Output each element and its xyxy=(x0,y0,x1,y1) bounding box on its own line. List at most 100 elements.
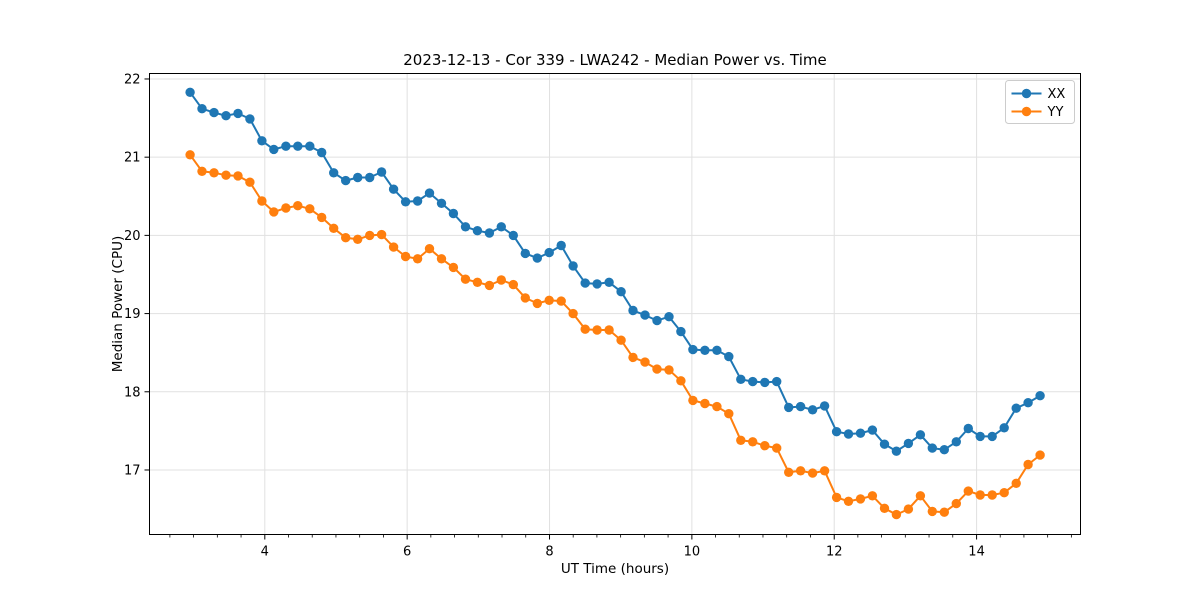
data-point xyxy=(293,141,303,151)
data-point xyxy=(221,170,231,180)
data-point xyxy=(209,168,219,178)
data-point xyxy=(855,428,866,438)
data-point xyxy=(329,223,339,233)
data-point xyxy=(556,240,566,251)
data-point xyxy=(879,503,890,513)
data-point xyxy=(293,201,303,211)
data-point xyxy=(400,197,411,207)
data-point xyxy=(975,490,985,500)
data-point xyxy=(688,344,698,355)
x-tick-label: 10 xyxy=(684,545,701,560)
data-point xyxy=(365,172,375,183)
data-point xyxy=(987,490,997,500)
data-point xyxy=(412,254,423,264)
data-point xyxy=(436,198,447,208)
data-point xyxy=(951,437,961,447)
data-point xyxy=(341,175,351,186)
data-point xyxy=(281,141,291,151)
data-point xyxy=(903,504,914,514)
data-point xyxy=(388,242,399,252)
data-point xyxy=(784,467,794,477)
legend-marker xyxy=(1021,88,1032,99)
legend-marker xyxy=(1021,106,1032,117)
data-point xyxy=(269,144,279,155)
data-point xyxy=(1035,450,1045,460)
x-tick-label: 12 xyxy=(826,545,843,560)
data-series xyxy=(185,87,1045,520)
data-point xyxy=(424,244,435,254)
data-point xyxy=(927,506,937,517)
data-point xyxy=(616,335,626,345)
data-point xyxy=(772,376,782,387)
data-point xyxy=(556,296,566,306)
data-point xyxy=(496,222,506,232)
y-tick-label: 19 xyxy=(124,307,141,322)
data-point xyxy=(784,402,794,413)
data-point xyxy=(520,248,530,259)
data-point xyxy=(448,262,459,273)
y-tick-label: 20 xyxy=(124,229,141,244)
data-point xyxy=(999,423,1009,433)
x-tick-label: 14 xyxy=(968,545,985,560)
data-point xyxy=(233,171,243,181)
data-point xyxy=(1023,459,1033,470)
data-point xyxy=(700,345,710,355)
data-point xyxy=(712,345,722,355)
data-point xyxy=(592,325,602,335)
data-point xyxy=(209,107,219,118)
data-point xyxy=(221,111,231,121)
data-point xyxy=(532,298,542,309)
data-point xyxy=(975,431,985,442)
data-point xyxy=(951,498,961,509)
data-point xyxy=(305,141,315,151)
data-point xyxy=(879,439,890,449)
data-point xyxy=(353,234,363,244)
data-point xyxy=(257,196,267,206)
data-point xyxy=(460,274,471,284)
data-point xyxy=(233,108,243,119)
data-point xyxy=(891,509,902,520)
data-point xyxy=(448,208,459,219)
data-point xyxy=(819,466,830,476)
data-point xyxy=(724,409,734,419)
chart-title: 2023-12-13 - Cor 339 - LWA242 - Median P… xyxy=(403,51,827,69)
data-point xyxy=(867,491,878,501)
data-point xyxy=(257,136,267,146)
data-point xyxy=(891,446,902,456)
y-tick-label: 21 xyxy=(124,151,141,166)
x-axis-label: UT Time (hours) xyxy=(561,561,669,577)
data-point xyxy=(388,184,399,194)
data-point xyxy=(245,114,255,124)
x-tick-label: 8 xyxy=(545,545,553,560)
data-point xyxy=(760,441,770,451)
data-point xyxy=(1011,478,1021,488)
data-point xyxy=(568,308,578,319)
data-point xyxy=(508,279,518,290)
data-point xyxy=(376,229,387,240)
data-point xyxy=(903,438,914,449)
data-point xyxy=(831,427,842,437)
data-point xyxy=(700,398,710,409)
data-point xyxy=(1011,403,1021,413)
data-point xyxy=(353,172,363,183)
data-point xyxy=(652,364,662,374)
data-point xyxy=(436,254,447,264)
data-point xyxy=(317,212,327,223)
data-point xyxy=(245,177,255,187)
data-point xyxy=(329,168,339,178)
data-point xyxy=(616,287,626,297)
y-tick-label: 22 xyxy=(124,72,141,87)
data-point xyxy=(185,150,195,160)
data-point xyxy=(795,401,806,412)
data-point xyxy=(664,312,674,322)
data-point xyxy=(376,167,387,177)
x-tick-label: 6 xyxy=(403,545,411,560)
data-point xyxy=(748,376,758,387)
data-point xyxy=(305,204,315,214)
data-point xyxy=(580,324,590,334)
plot-border xyxy=(149,73,1081,535)
data-point xyxy=(544,295,554,305)
x-tick-label: 4 xyxy=(261,545,269,560)
data-point xyxy=(736,435,746,445)
data-point xyxy=(831,492,842,503)
